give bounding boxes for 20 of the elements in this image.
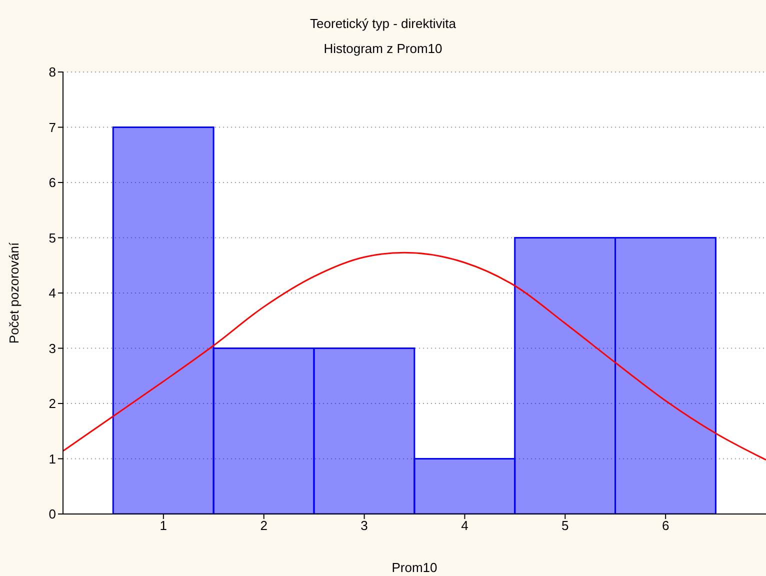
line-series: [63, 252, 766, 461]
x-tick-label: 3: [360, 518, 368, 534]
x-tick-label: 5: [562, 518, 569, 534]
y-tick-label: 4: [48, 286, 56, 301]
y-tick-label: 3: [48, 340, 56, 356]
x-tick-label: 4: [461, 518, 468, 534]
y-tick-label: 8: [48, 64, 56, 80]
y-tick-label: 0: [48, 506, 56, 522]
x-tick-label: 6: [662, 518, 670, 534]
y-tick-label: 6: [48, 175, 56, 190]
x-tick-label: 1: [160, 518, 168, 534]
chart-subtitle: Histogram z Prom10: [322, 41, 444, 56]
x-axis-title: Prom10: [392, 560, 438, 575]
y-axis-title: Počet pozorování: [6, 242, 22, 344]
y-tick-label: 7: [48, 120, 56, 135]
x-tick-label: 2: [260, 518, 268, 534]
chart-title: Teoretický typ - direktivita: [309, 16, 457, 31]
y-tick-label: 5: [48, 230, 56, 246]
y-tick-label: 1: [48, 451, 56, 466]
y-tick-label: 2: [48, 396, 56, 412]
